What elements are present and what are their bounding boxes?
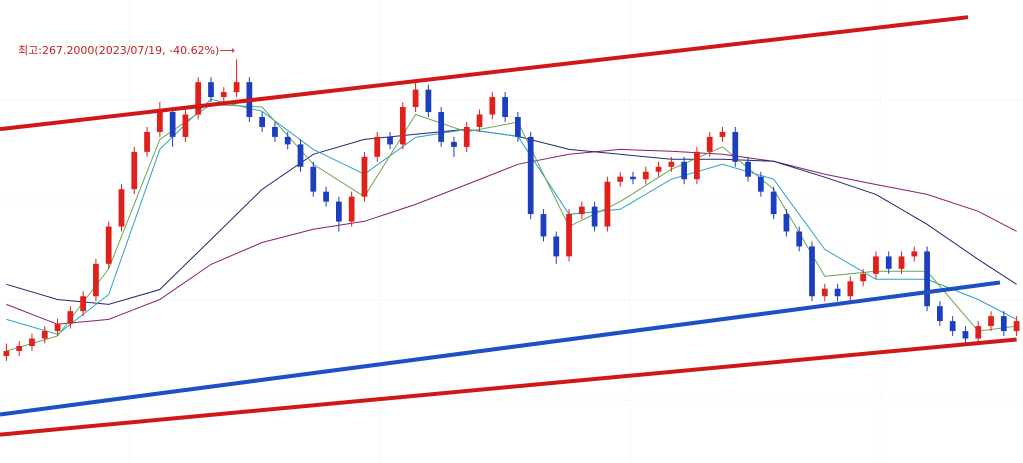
trend-lines [0, 15, 1017, 437]
trend-line [0, 280, 1001, 417]
candle-body [668, 161, 675, 167]
candle-body [156, 112, 163, 132]
candle-body [233, 82, 240, 93]
candle-body [566, 214, 572, 257]
candle-body [527, 136, 534, 215]
candle-body [655, 166, 662, 172]
candle-body [642, 171, 649, 180]
candle-body [885, 256, 892, 269]
candle-body [796, 231, 803, 247]
candle-body [988, 316, 994, 327]
candle-body [80, 296, 86, 312]
candle-body [745, 161, 751, 177]
candle-body [706, 136, 713, 152]
candle-body [924, 251, 930, 307]
candle-body [937, 306, 943, 322]
candle-body [169, 112, 176, 137]
trend-line [0, 337, 1017, 437]
candle-body [681, 161, 688, 180]
candle-body [105, 226, 112, 264]
candle-body [757, 176, 764, 192]
candle-body [41, 331, 48, 339]
candle-body [259, 116, 266, 127]
candle-body [975, 326, 982, 339]
candle-body [425, 89, 432, 113]
candle-body [387, 136, 393, 145]
ma-lines [6, 98, 1017, 352]
candle-body [847, 281, 854, 297]
candle-body [412, 89, 419, 108]
candle-body [131, 151, 138, 190]
candle-body [144, 131, 150, 152]
candle-body [310, 166, 317, 192]
candle-body [911, 251, 918, 257]
candle-body [898, 256, 905, 269]
candle-body [476, 114, 483, 127]
trend-line [0, 15, 969, 132]
candle-body [578, 206, 585, 215]
candle-body [821, 288, 828, 297]
candle-body [54, 323, 61, 332]
candle-body [438, 112, 445, 142]
candle-body [374, 136, 381, 157]
candle-body [118, 189, 125, 227]
candle-body [553, 236, 560, 257]
ma-line [6, 103, 1017, 352]
candle-body [949, 321, 956, 332]
candle-body [809, 246, 815, 297]
candle-body [873, 256, 879, 274]
candle-body [489, 97, 496, 115]
candle-body [783, 214, 790, 232]
candle-body [719, 131, 726, 137]
candle-body [182, 114, 189, 137]
candle-body [604, 181, 611, 227]
candle-body [297, 144, 304, 167]
candle-body [732, 131, 739, 162]
candle-body [220, 92, 227, 98]
candle-body [451, 141, 457, 147]
candle-body [694, 151, 700, 180]
candle-body [335, 201, 342, 222]
candle-body [860, 273, 867, 282]
candle-body [502, 97, 508, 117]
candle-body [284, 136, 291, 145]
candles [3, 59, 1020, 361]
candle-body [399, 107, 406, 145]
candle-body [208, 82, 214, 98]
candle-body [93, 263, 99, 297]
candle-body [540, 214, 547, 237]
ma-line [6, 148, 1017, 325]
candle-body [1000, 316, 1007, 332]
candle-body [323, 191, 329, 202]
candle-body [16, 346, 23, 351]
candle-body [29, 338, 35, 347]
candle-body [630, 176, 636, 180]
candle-body [67, 311, 74, 324]
candle-body [272, 126, 278, 137]
candle-body [361, 156, 368, 197]
candle-body [463, 126, 470, 147]
candle-body [1013, 321, 1020, 332]
candle-body [515, 116, 521, 137]
candle-body [3, 350, 10, 356]
high-annotation: 최고:267.2000(2023/07/19, -40.62%)⟶ [18, 44, 235, 57]
candle-body [834, 288, 841, 297]
candle-body [617, 176, 624, 182]
candle-body [962, 331, 969, 339]
candle-body [195, 82, 202, 115]
candle-body [348, 196, 355, 222]
candle-body [770, 191, 777, 215]
candle-body [591, 206, 598, 227]
